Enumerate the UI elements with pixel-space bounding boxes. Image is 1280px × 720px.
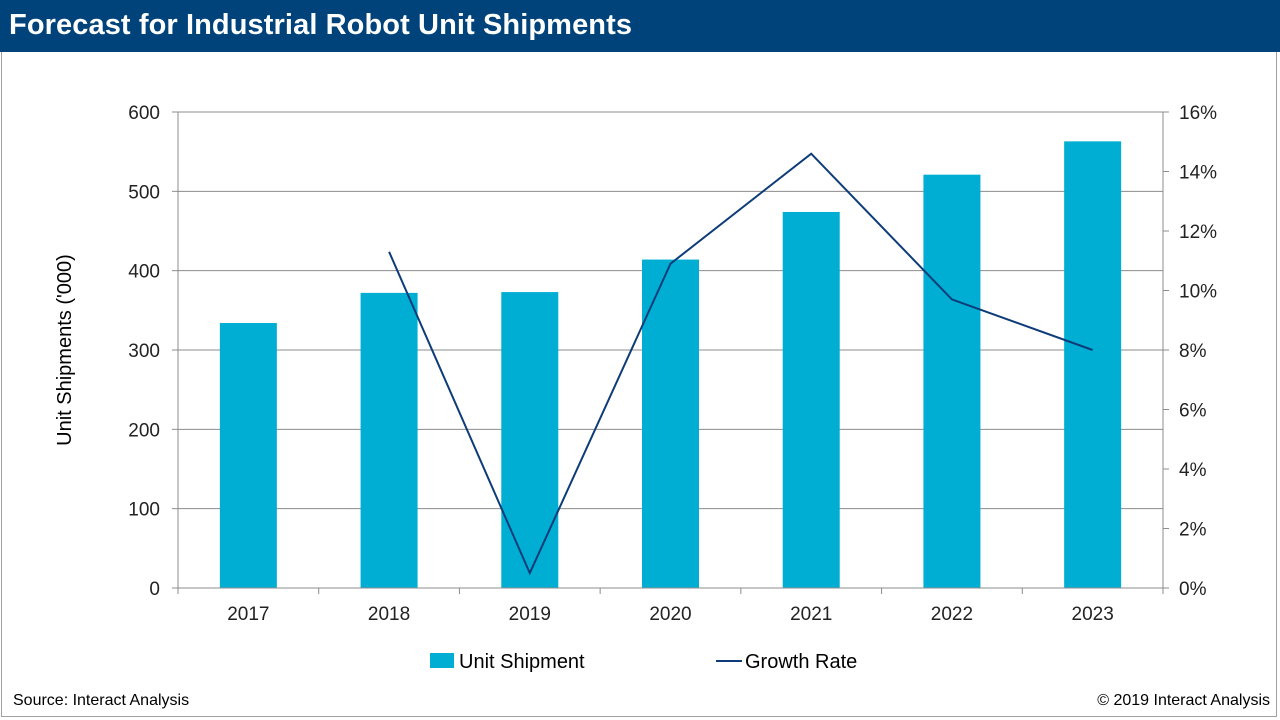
legend-swatch-unit-shipment [430,653,454,668]
x-tick-label: 2022 [931,604,973,625]
x-tick-label: 2023 [1072,604,1114,625]
y-tick-label: 300 [128,341,160,362]
y-tick-label: 500 [128,182,160,203]
header-bar: Forecast for Industrial Robot Unit Shipm… [0,0,1280,52]
legend-label-growth-rate: Growth Rate [745,651,857,673]
bar-2020 [642,259,699,588]
y-axis-title: Unit Shipments ('000) [54,254,76,446]
bar-2022 [923,174,981,588]
y2-tick-label: 10% [1179,282,1217,303]
x-tick-label: 2018 [368,604,410,625]
y-tick-label: 200 [128,420,160,441]
growth-rate-line [388,152,1093,576]
bar-2018 [360,292,418,588]
y2-tick-label: 4% [1179,460,1207,481]
chart-frame [1,52,1277,717]
page-title: Forecast for Industrial Robot Unit Shipm… [9,9,633,41]
y2-tick-label: 2% [1179,520,1207,541]
y2-tick-label: 0% [1179,579,1207,600]
y2-tick-label: 12% [1179,222,1217,243]
x-tick-label: 2017 [227,604,269,625]
source-note: Source: Interact Analysis [13,692,190,709]
y2-tick-label: 8% [1179,341,1207,362]
copyright-note: © 2019 Interact Analysis [1097,692,1270,709]
y-tick-label: 100 [128,500,160,521]
bar-2023 [1064,141,1122,588]
y-tick-label: 400 [128,262,160,283]
x-tick-label: 2021 [790,604,832,625]
x-tick-label: 2019 [509,604,551,625]
bar-2019 [501,292,559,588]
y2-tick-label: 14% [1179,163,1217,184]
y-tick-label: 600 [128,103,160,124]
bar-2021 [782,211,840,588]
y2-tick-label: 16% [1179,103,1217,124]
y2-tick-label: 6% [1179,401,1207,422]
y-tick-label: 0 [149,579,160,600]
legend-label-unit-shipment: Unit Shipment [459,651,585,673]
x-tick-label: 2020 [649,604,691,625]
bar-2017 [219,323,277,588]
